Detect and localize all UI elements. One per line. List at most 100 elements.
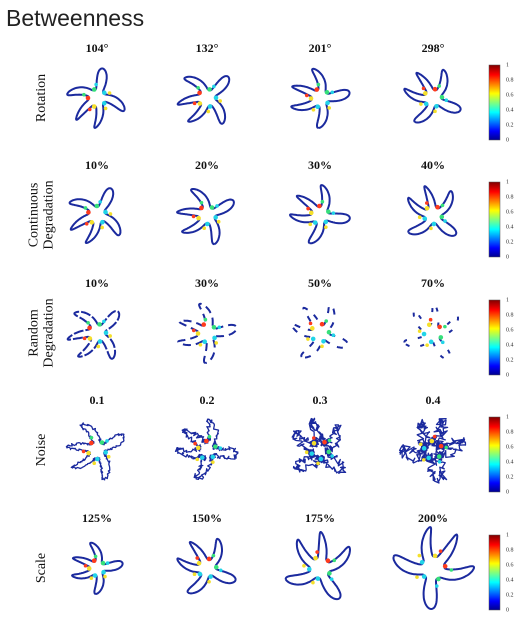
starfish: [403, 302, 459, 360]
colorbar-tick-label: 0.8: [506, 312, 514, 318]
colorbar: [488, 181, 501, 258]
centrality-highlight: [449, 568, 454, 572]
column-header: 70%: [421, 276, 445, 290]
centrality-highlight: [417, 329, 422, 333]
centrality-highlight: [213, 444, 218, 449]
column-header: 0.3: [313, 393, 328, 407]
centrality-highlight: [206, 109, 211, 114]
starfish-outline: [392, 526, 475, 610]
column-header: 150%: [192, 511, 222, 525]
centrality-highlight: [437, 460, 442, 464]
row-label: Degradation: [42, 298, 57, 367]
centrality-highlight: [108, 334, 112, 338]
starfish: [176, 75, 231, 125]
centrality-highlight: [331, 333, 336, 338]
centrality-highlight: [203, 317, 208, 322]
centrality-highlight: [101, 569, 106, 575]
colorbar-tick-label: 0.6: [506, 562, 514, 568]
centrality-highlight: [324, 225, 328, 229]
row-label: Rotation: [34, 74, 49, 122]
starfish-outline: [65, 422, 125, 481]
centrality-highlight: [306, 566, 312, 572]
column-header: 200%: [418, 511, 448, 525]
centrality-highlight: [218, 568, 223, 573]
centrality-highlight: [213, 564, 219, 570]
centrality-highlight: [432, 434, 437, 439]
starfish: [176, 537, 237, 595]
centrality-highlight: [210, 454, 216, 460]
centrality-highlight: [332, 558, 337, 563]
column-header: 104°: [86, 41, 109, 55]
centrality-highlight: [439, 214, 445, 220]
colorbar-tick-label: 0: [506, 254, 509, 260]
centrality-highlight: [428, 317, 433, 322]
centrality-highlight: [323, 219, 329, 225]
starfish-outline: [403, 68, 462, 124]
colorbar-tick-label: 0: [506, 489, 509, 495]
centrality-highlight: [205, 221, 210, 227]
centrality-highlight: [311, 440, 317, 446]
centrality-highlight: [330, 454, 334, 458]
colorbar-tick-label: 0.2: [506, 592, 514, 598]
centrality-highlight: [195, 331, 201, 336]
centrality-highlight: [311, 580, 315, 585]
centrality-highlight: [209, 205, 215, 210]
starfish-outline: [284, 531, 351, 601]
centrality-highlight: [96, 344, 101, 349]
centrality-highlight: [304, 93, 309, 98]
centrality-highlight: [417, 215, 422, 219]
centrality-highlight: [432, 553, 438, 559]
centrality-highlight: [103, 574, 107, 579]
centrality-highlight: [208, 574, 213, 579]
centrality-highlight: [315, 576, 321, 581]
centrality-highlight: [214, 341, 218, 345]
centrality-highlight: [92, 573, 98, 578]
centrality-highlight: [82, 92, 86, 97]
centrality-highlight: [438, 443, 444, 449]
row-label: Noise: [34, 434, 49, 467]
centrality-highlight: [432, 86, 438, 92]
centrality-highlight: [308, 321, 313, 326]
centrality-highlight: [193, 441, 197, 446]
centrality-highlight: [429, 438, 435, 444]
row-label: Random: [27, 309, 42, 357]
centrality-highlight: [326, 329, 332, 335]
row-label: Degradation: [42, 180, 57, 249]
centrality-highlight: [324, 319, 329, 323]
centrality-highlight: [329, 577, 334, 582]
centrality-highlight: [197, 571, 203, 577]
starfish-outline: [403, 302, 459, 360]
centrality-highlight: [312, 220, 318, 225]
centrality-highlight: [321, 338, 326, 344]
centrality-highlight: [198, 342, 203, 347]
centrality-highlight: [421, 458, 426, 462]
centrality-highlight: [211, 325, 217, 330]
centrality-highlight: [438, 549, 443, 553]
centrality-highlight: [87, 325, 92, 331]
colorbar-tick-label: 0.4: [506, 459, 514, 465]
centrality-highlight: [327, 571, 332, 576]
starfish: [177, 302, 238, 364]
centrality-highlight: [437, 84, 442, 88]
centrality-highlight: [422, 91, 428, 96]
colorbar-tick-label: 0.8: [506, 547, 514, 553]
centrality-highlight: [309, 326, 315, 331]
centrality-highlight: [317, 203, 322, 209]
column-header: 50%: [308, 276, 332, 290]
centrality-highlight: [97, 339, 103, 344]
column-header: 175%: [305, 511, 335, 525]
centrality-highlight: [309, 451, 315, 456]
centrality-highlight: [196, 86, 200, 90]
starfish: [407, 185, 458, 237]
starfish-outline: [289, 184, 351, 245]
centrality-highlight: [199, 455, 205, 460]
starfish: [290, 303, 349, 359]
centrality-highlight: [98, 200, 102, 204]
starfish: [66, 67, 126, 129]
centrality-highlight: [421, 331, 427, 337]
centrality-highlight: [325, 100, 330, 106]
centrality-highlight: [100, 219, 105, 225]
column-header: 298°: [422, 41, 445, 55]
centrality-highlight: [196, 215, 201, 221]
centrality-highlight: [84, 221, 89, 226]
